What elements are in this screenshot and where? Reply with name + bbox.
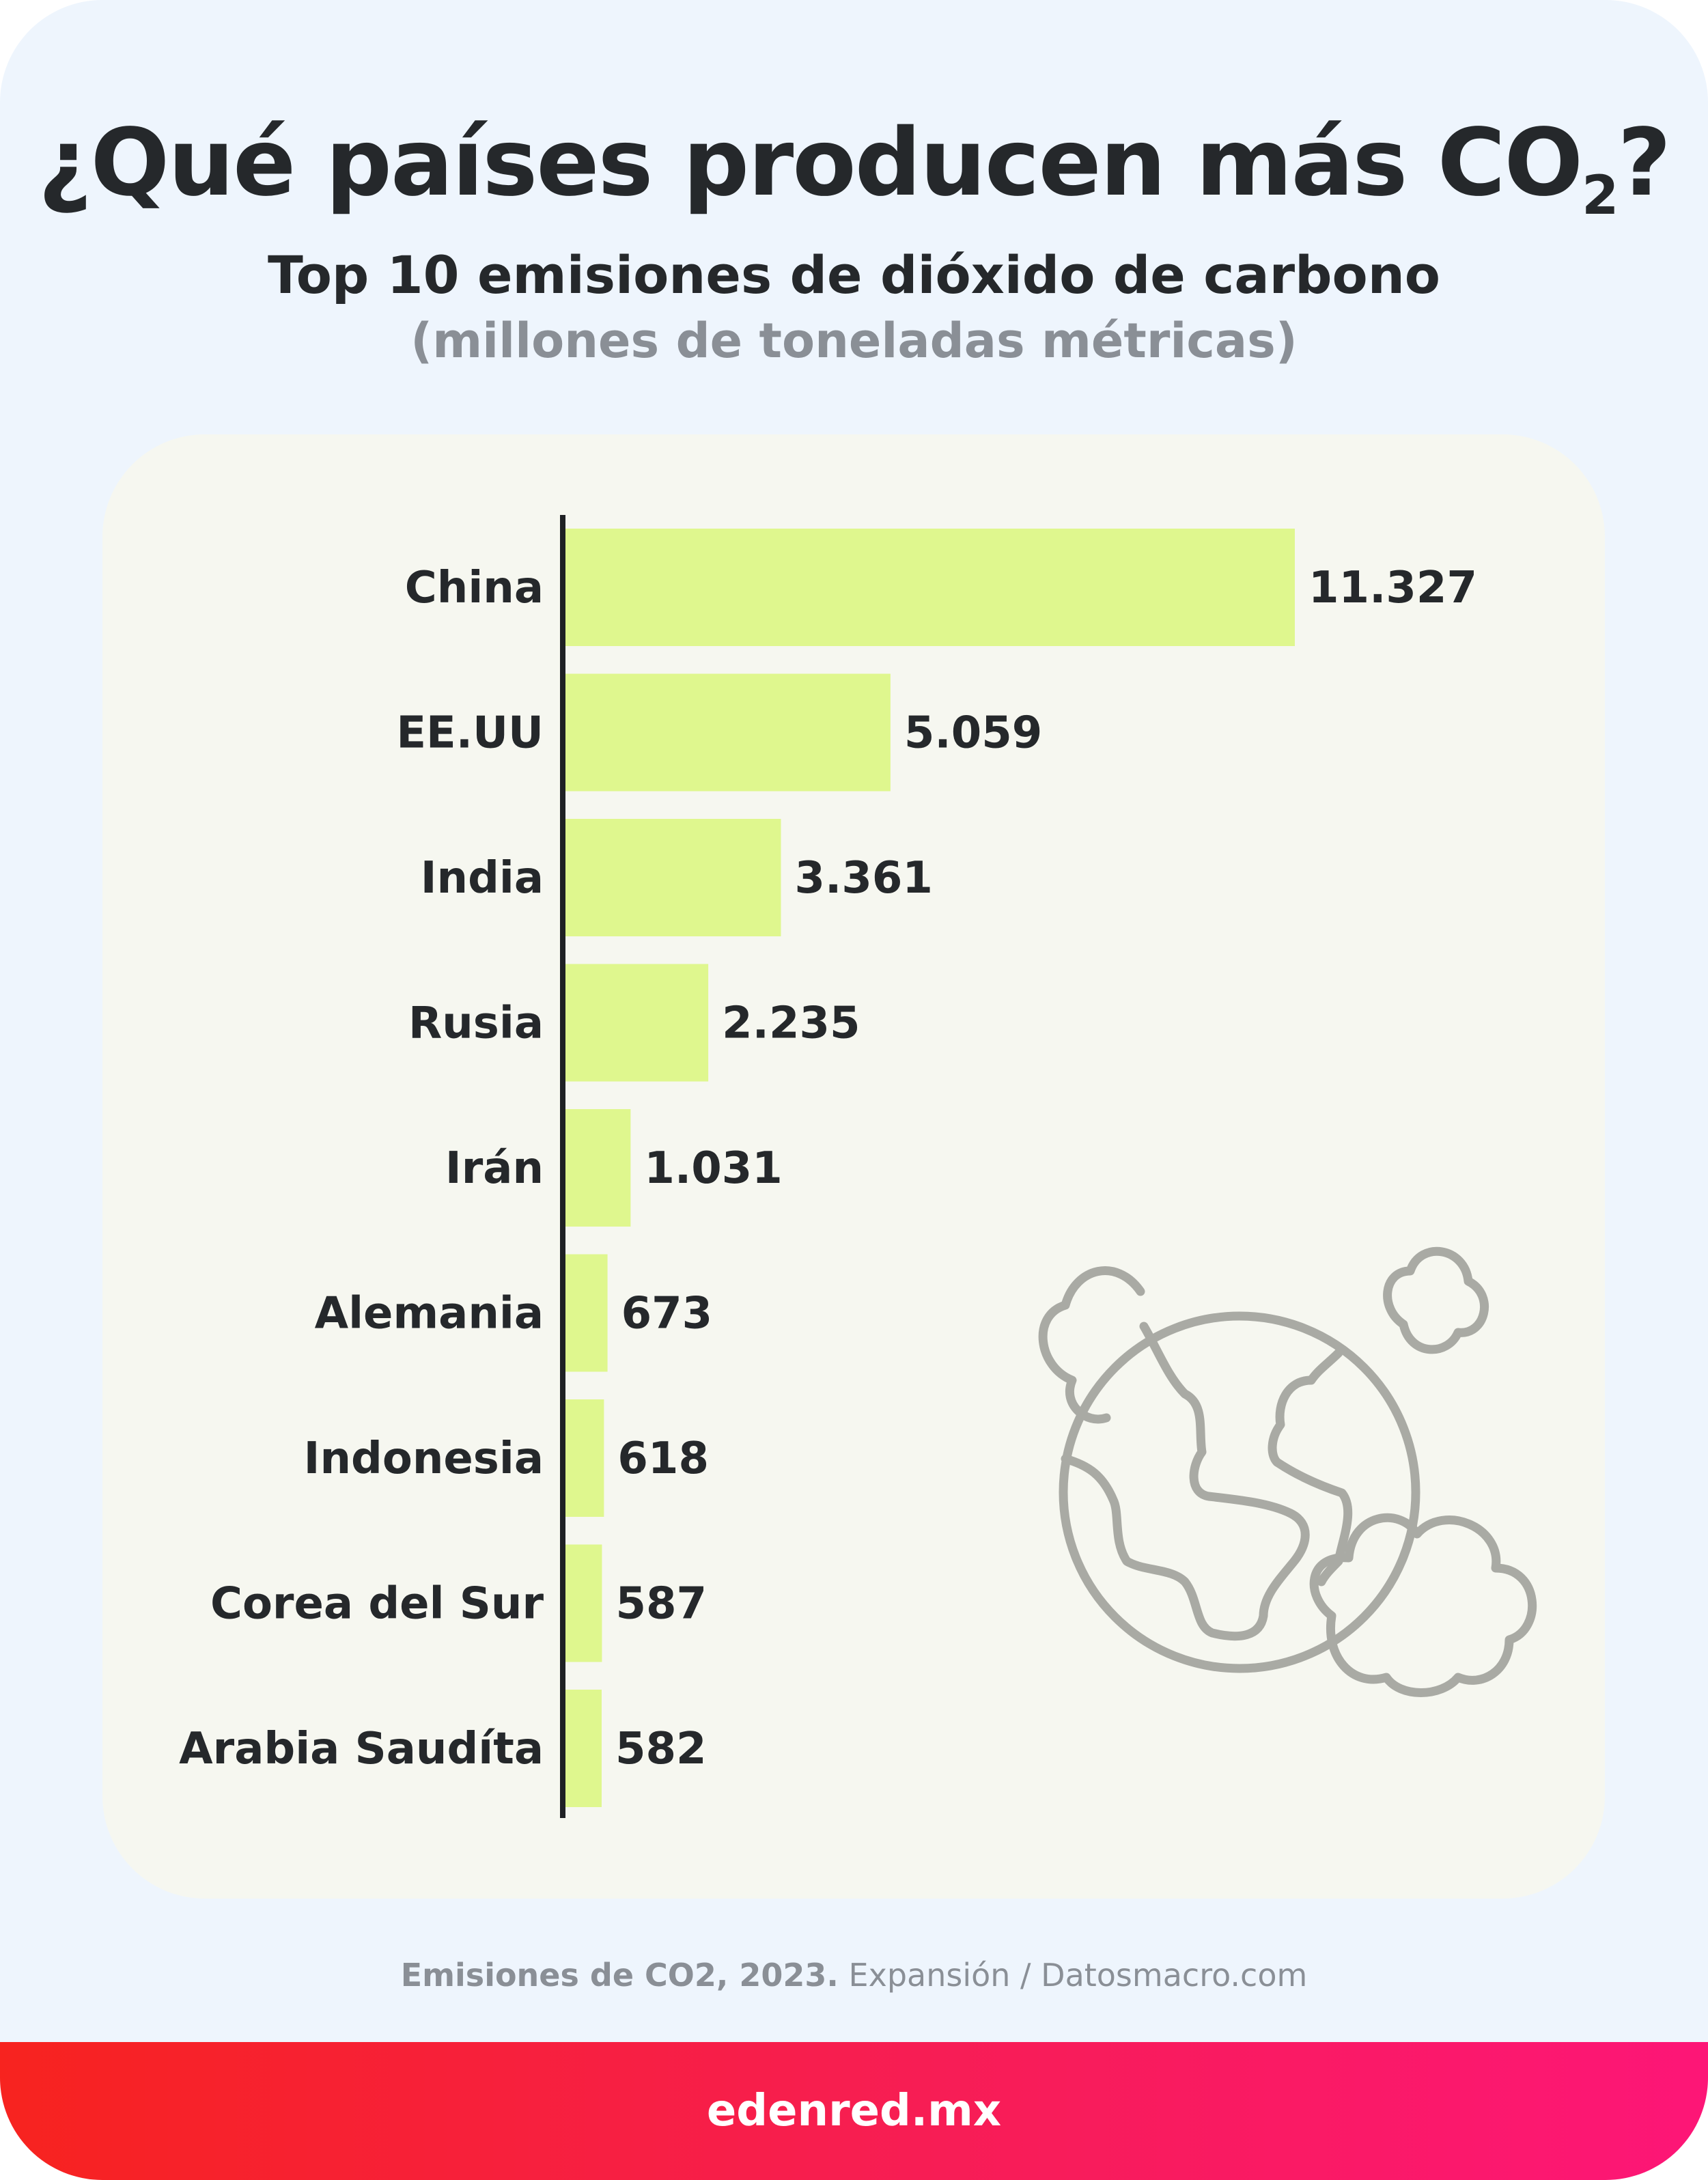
- value-label-5: 673: [621, 1289, 713, 1339]
- value-label-2: 3.361: [794, 853, 932, 904]
- brand-link[interactable]: edenred.mx: [706, 2086, 1002, 2136]
- bar-8: [564, 1690, 602, 1807]
- source-rest: Expansión / Datosmacro.com: [838, 1957, 1308, 1994]
- value-label-3: 2.235: [722, 998, 860, 1049]
- chart-panel: China EE.UU India Rusia Irán Alemania Indonesi…: [102, 434, 1605, 1899]
- cloud-left: [1038, 1266, 1145, 1424]
- value-label-1: 5.059: [904, 708, 1042, 759]
- category-label-0: China: [405, 563, 544, 613]
- bar-2: [564, 819, 781, 936]
- category-label-2: India: [421, 853, 544, 904]
- category-label-7: Corea del Sur: [210, 1579, 544, 1630]
- title-subscript: 2: [1582, 165, 1619, 227]
- bar-4: [564, 1109, 631, 1227]
- value-labels-group: 11.327 5.059 3.361 2.235 1.031 673 618 587 582: [615, 563, 1477, 1774]
- earth-with-clouds-icon: [1038, 1246, 1537, 1697]
- value-label-4: 1.031: [644, 1143, 782, 1194]
- category-label-6: Indonesia: [304, 1434, 544, 1484]
- source-note: Emisiones de CO2, 2023. Expansión / Dato…: [0, 1957, 1708, 1994]
- chart-subtitle: Top 10 emisiones de dióxido de carbono: [267, 244, 1441, 305]
- value-label-0: 11.327: [1308, 563, 1477, 613]
- category-label-1: EE.UU: [396, 708, 544, 759]
- page-title: ¿Qué países producen más CO2?: [0, 109, 1708, 227]
- bar-5: [564, 1254, 608, 1372]
- value-label-8: 582: [615, 1724, 707, 1774]
- source-bold: Emisiones de CO2, 2023.: [400, 1957, 839, 1994]
- title-end: ?: [1617, 109, 1671, 217]
- bars-group: [564, 529, 1295, 1807]
- bar-3: [564, 964, 709, 1082]
- globe-outline: [1059, 1311, 1420, 1673]
- bar-6: [564, 1399, 604, 1517]
- bar-7: [564, 1544, 602, 1662]
- cloud-top-right: [1383, 1246, 1489, 1354]
- bar-chart: China EE.UU India Rusia Irán Alemania Indonesi…: [179, 515, 1537, 1818]
- chart-unit-label: (millones de toneladas métricas): [410, 313, 1298, 369]
- category-label-4: Irán: [445, 1143, 544, 1194]
- bar-0: [564, 529, 1295, 646]
- category-label-5: Alemania: [315, 1289, 544, 1339]
- footer-bar: edenred.mx: [0, 2042, 1708, 2180]
- continent-east: [1268, 1348, 1353, 1587]
- value-label-7: 587: [615, 1579, 707, 1630]
- category-labels-group: China EE.UU India Rusia Irán Alemania Indonesi…: [179, 563, 544, 1774]
- bar-1: [564, 673, 891, 792]
- value-label-6: 618: [617, 1434, 709, 1484]
- cloud-bottom-right: [1309, 1513, 1537, 1697]
- category-label-8: Arabia Saudíta: [179, 1724, 544, 1774]
- continent-west: [1061, 1322, 1310, 1641]
- title-main: ¿Qué países producen más CO: [38, 109, 1583, 217]
- category-label-3: Rusia: [408, 998, 544, 1049]
